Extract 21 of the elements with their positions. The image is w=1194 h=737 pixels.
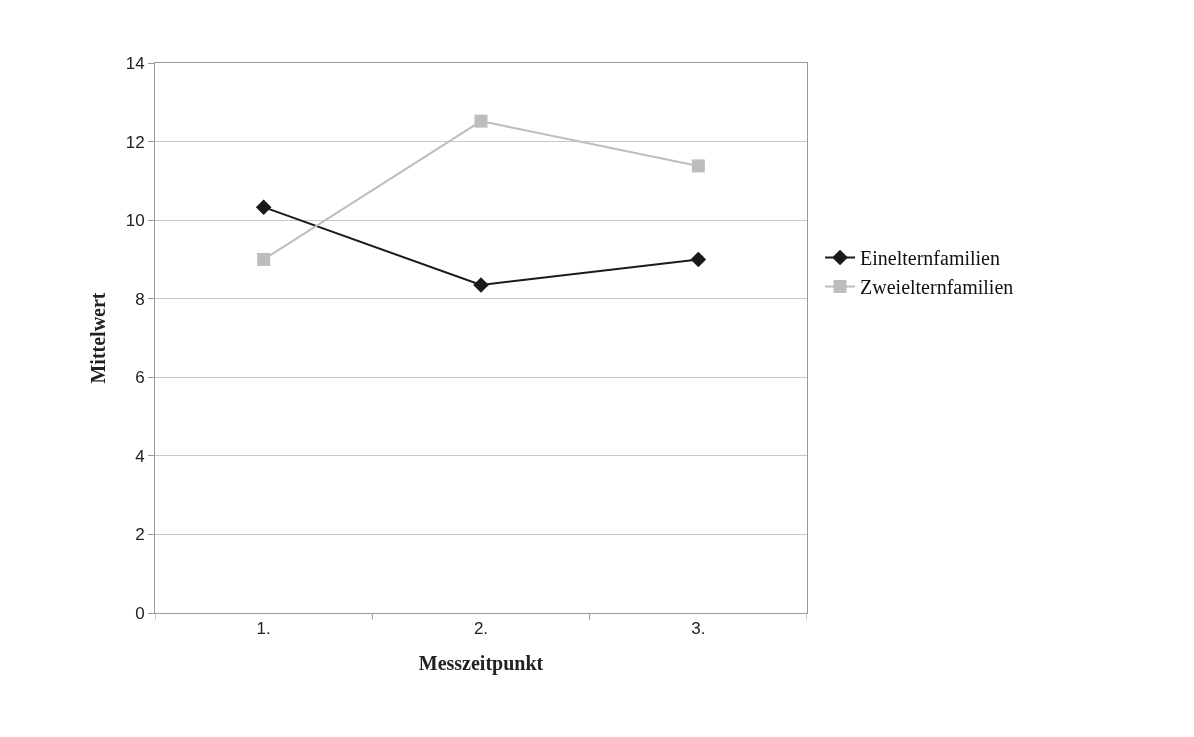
y-tick-label: 4	[135, 446, 145, 466]
point	[473, 277, 489, 293]
point	[474, 114, 488, 128]
point	[690, 251, 707, 268]
y-tick-label: 14	[125, 53, 145, 73]
x-tick-label: 2.	[473, 619, 489, 639]
point	[255, 199, 272, 215]
y-tick-label: 2	[135, 525, 145, 545]
x-tick-label: 1.	[256, 619, 271, 639]
legend-label: Einelternfamilien	[860, 247, 1000, 270]
point	[257, 252, 271, 266]
y-tick-label: 8	[135, 289, 145, 309]
legend-label: Zweielternfamilien	[860, 276, 1014, 299]
y-tick-label: 0	[135, 603, 145, 623]
x-axis-title: Messzeitpunkt	[418, 651, 544, 675]
y-tick-label: 10	[125, 211, 145, 231]
y-axis-title: Mittelwert	[87, 292, 110, 384]
y-tick-label: 12	[125, 132, 145, 152]
y-tick-label: 6	[135, 368, 145, 388]
point	[691, 159, 705, 173]
x-tick-label: 3.	[691, 619, 706, 639]
